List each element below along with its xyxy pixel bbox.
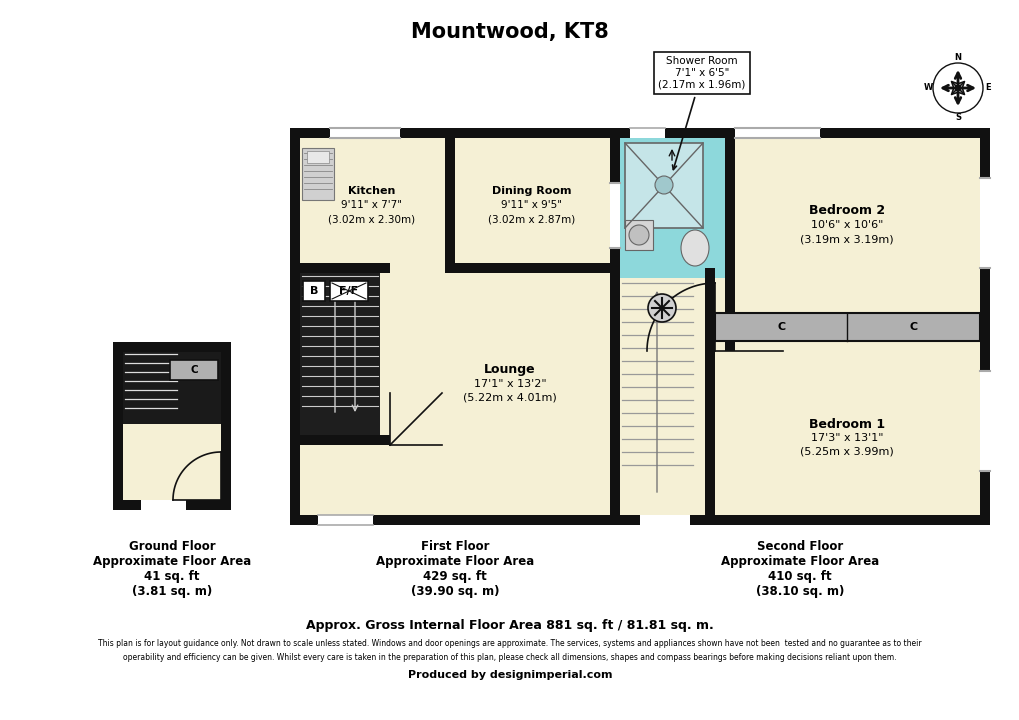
Bar: [714, 313, 979, 341]
Ellipse shape: [681, 230, 708, 266]
Bar: [123, 352, 221, 500]
Bar: [141, 500, 185, 510]
Bar: [289, 263, 389, 273]
Text: (5.25m x 3.99m): (5.25m x 3.99m): [799, 447, 893, 457]
Bar: [330, 128, 399, 138]
Text: C: C: [776, 322, 785, 332]
Text: C: C: [190, 365, 198, 375]
Text: Mountwood, KT8: Mountwood, KT8: [411, 22, 608, 42]
Bar: [289, 128, 620, 525]
Bar: [300, 273, 380, 435]
Bar: [318, 515, 373, 525]
Bar: [620, 278, 694, 515]
Bar: [620, 138, 979, 515]
Text: Second Floor
Approximate Floor Area
410 sq. ft
(38.10 sq. m): Second Floor Approximate Floor Area 410 …: [720, 540, 878, 598]
Text: Shower Room
7'1" x 6'5"
(2.17m x 1.96m): Shower Room 7'1" x 6'5" (2.17m x 1.96m): [657, 56, 745, 169]
Bar: [307, 151, 329, 163]
Text: Lounge: Lounge: [484, 364, 535, 377]
Text: 17'1" x 13'2": 17'1" x 13'2": [473, 379, 546, 389]
Circle shape: [647, 294, 676, 322]
Bar: [444, 128, 454, 273]
Circle shape: [654, 176, 673, 194]
Text: 10'6" x 10'6": 10'6" x 10'6": [810, 220, 882, 230]
Bar: [735, 128, 819, 138]
Bar: [625, 220, 652, 250]
Text: (3.02m x 2.87m): (3.02m x 2.87m): [488, 214, 575, 224]
Text: This plan is for layout guidance only. Not drawn to scale unless stated. Windows: This plan is for layout guidance only. N…: [98, 639, 921, 647]
Bar: [170, 360, 218, 380]
Bar: [302, 148, 333, 200]
Text: N: N: [954, 53, 961, 63]
Text: (5.22m x 4.01m): (5.22m x 4.01m): [463, 393, 556, 403]
Text: B: B: [310, 286, 318, 296]
Text: operability and efficiency can be given. Whilst every care is taken in the prepa: operability and efficiency can be given.…: [123, 652, 896, 662]
Bar: [113, 342, 230, 510]
Text: (3.02m x 2.30m): (3.02m x 2.30m): [328, 214, 415, 224]
Text: Dining Room: Dining Room: [492, 186, 572, 196]
Text: W: W: [922, 84, 931, 92]
Text: (3.19m x 3.19m): (3.19m x 3.19m): [799, 234, 893, 244]
Bar: [639, 515, 689, 525]
Bar: [444, 263, 620, 273]
Bar: [123, 352, 221, 424]
Bar: [625, 143, 702, 228]
Circle shape: [629, 225, 648, 245]
Text: First Floor
Approximate Floor Area
429 sq. ft
(39.90 sq. m): First Floor Approximate Floor Area 429 s…: [376, 540, 534, 598]
Text: E: E: [984, 84, 989, 92]
Text: Produced by designimperial.com: Produced by designimperial.com: [408, 670, 611, 680]
Bar: [609, 128, 989, 525]
Text: F/F: F/F: [339, 286, 359, 296]
Text: 17'3" x 13'1": 17'3" x 13'1": [810, 433, 882, 443]
Bar: [289, 435, 389, 445]
Text: S: S: [954, 114, 960, 122]
Bar: [609, 183, 620, 248]
Bar: [300, 138, 609, 515]
Text: Ground Floor
Approximate Floor Area
41 sq. ft
(3.81 sq. m): Ground Floor Approximate Floor Area 41 s…: [93, 540, 251, 598]
Text: 9'11" x 7'7": 9'11" x 7'7": [341, 200, 403, 210]
Bar: [725, 128, 735, 351]
Text: Approx. Gross Internal Floor Area 881 sq. ft / 81.81 sq. m.: Approx. Gross Internal Floor Area 881 sq…: [306, 619, 713, 632]
Circle shape: [954, 84, 961, 91]
Bar: [303, 281, 325, 301]
Bar: [620, 138, 725, 278]
Bar: [979, 371, 989, 471]
Text: Bedroom 1: Bedroom 1: [808, 418, 884, 431]
Text: Bedroom 2: Bedroom 2: [808, 204, 884, 217]
Bar: [979, 178, 989, 268]
Text: 9'11" x 9'5": 9'11" x 9'5": [501, 200, 561, 210]
Bar: [300, 435, 380, 515]
Text: Kitchen: Kitchen: [347, 186, 395, 196]
Text: C: C: [909, 322, 917, 332]
Bar: [330, 281, 368, 301]
Bar: [704, 268, 714, 515]
Bar: [630, 128, 664, 138]
